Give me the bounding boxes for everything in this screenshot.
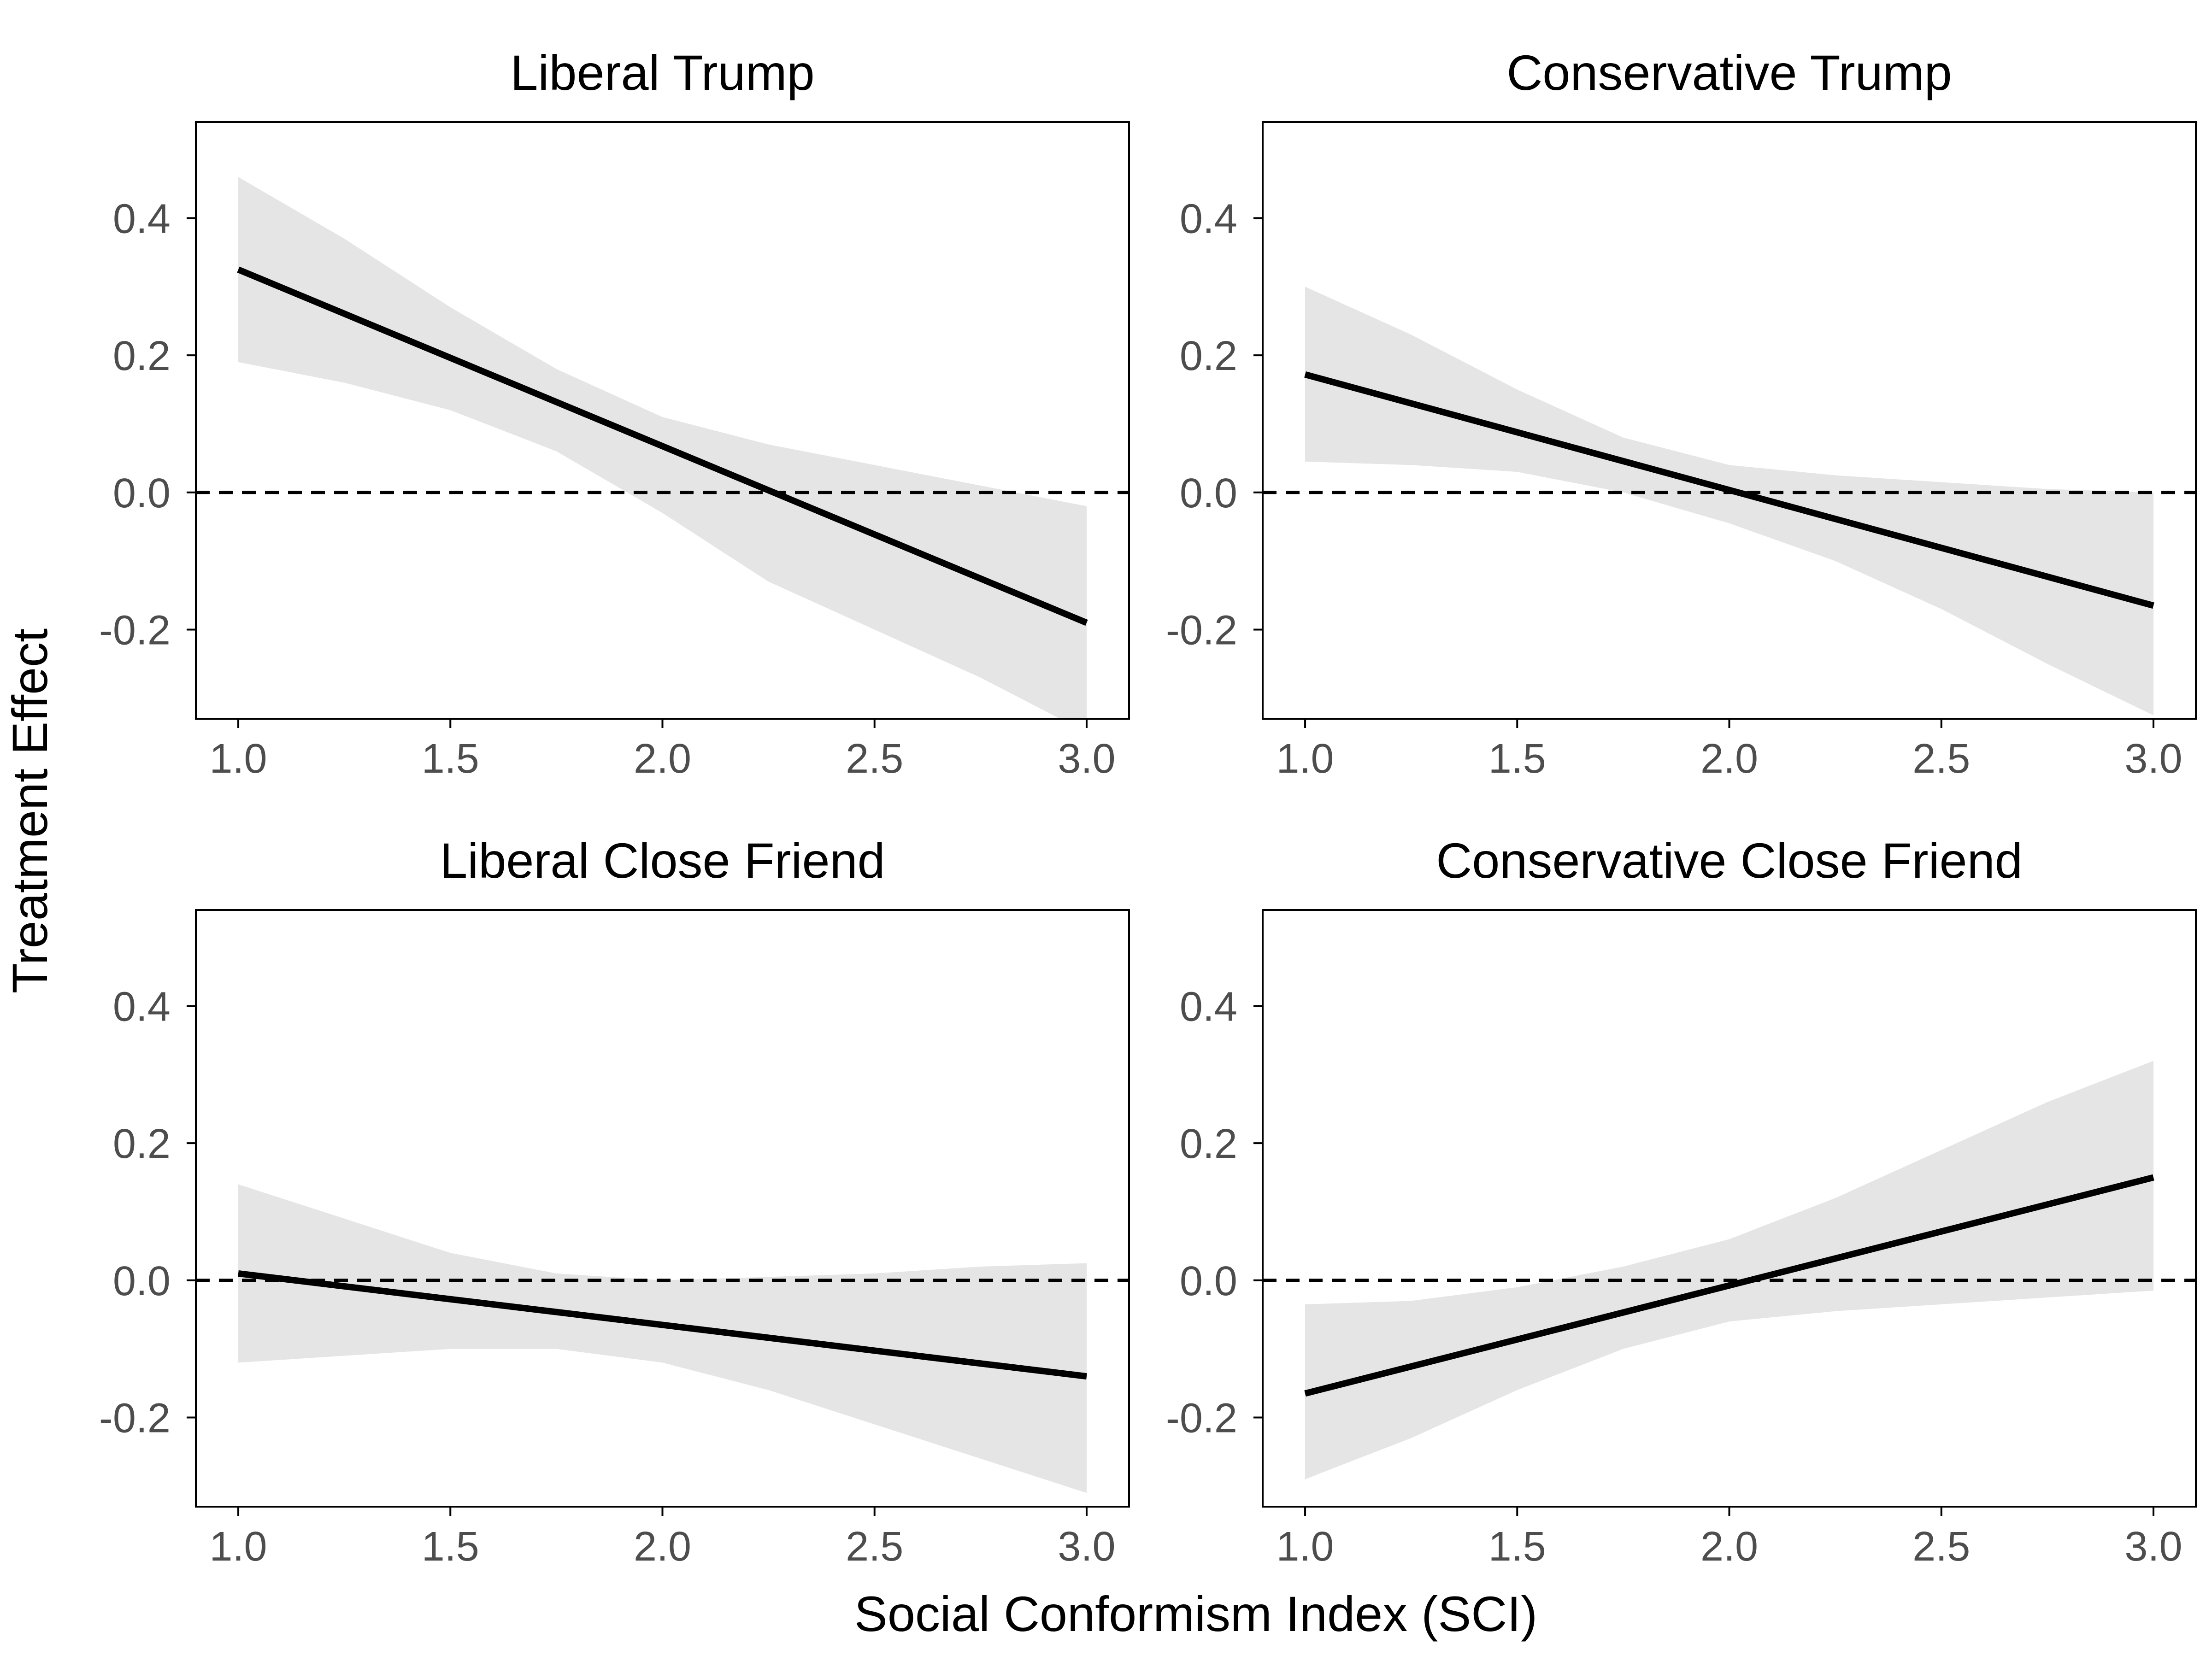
panels: Liberal Trump 1.0 1.5 2.0 2.5 3.0 0.4 0.2 0.0 -0.… [99, 45, 2197, 1570]
panel-liberal-close-friend-confidence-band [238, 1184, 1087, 1493]
panel-conservative-trump-y-tick-label: 0.2 [1180, 333, 1237, 379]
panel-liberal-trump-title: Liberal Trump [510, 45, 814, 100]
panel-conservative-trump-confidence-band [1305, 287, 2153, 716]
panel-liberal-close-friend-title: Liberal Close Friend [440, 833, 885, 888]
x-axis-title: Social Conformism Index (SCI) [854, 1586, 1537, 1642]
panel-conservative-trump-effect-line [1304, 371, 2154, 609]
panel-conservative-close-friend-y-tick-label: 0.4 [1180, 984, 1237, 1030]
panel-liberal-trump: Liberal Trump 1.0 1.5 2.0 2.5 3.0 0.4 0.2 0.0 -0.… [99, 45, 1130, 782]
panel-conservative-close-friend-x-tick-label: 2.5 [1912, 1524, 1970, 1570]
panel-conservative-close-friend: Conservative Close Friend 1.0 1.5 2.0 2.5 3.0… [1166, 833, 2197, 1570]
panel-liberal-close-friend-y-tick-label: 0.0 [113, 1258, 171, 1304]
panel-conservative-close-friend-x-tick-label: 1.5 [1488, 1524, 1546, 1570]
panel-liberal-trump-x-tick-label: 1.0 [209, 736, 267, 782]
panel-liberal-trump-plot-area [196, 177, 1129, 719]
panel-conservative-trump-x-tick-label: 1.5 [1488, 736, 1546, 782]
panel-conservative-trump-y-tick-label: -0.2 [1166, 607, 1237, 653]
panel-liberal-close-friend-y-tick-label: 0.4 [113, 984, 171, 1030]
panel-conservative-close-friend-x-tick-label: 1.0 [1276, 1524, 1334, 1570]
panel-conservative-close-friend-x-tick-label: 3.0 [2124, 1524, 2182, 1570]
panel-liberal-close-friend-effect-line [238, 1270, 1087, 1380]
panel-conservative-trump-x-tick-label: 2.0 [1700, 736, 1758, 782]
panel-conservative-trump: Conservative Trump 1.0 1.5 2.0 2.5 3.0 0.4 0.2 0… [1166, 45, 2197, 782]
panel-liberal-close-friend-y-tick-label: -0.2 [99, 1395, 171, 1441]
panel-liberal-trump-x-tick-label: 1.5 [422, 736, 479, 782]
panel-conservative-trump-x-tick-label: 1.0 [1276, 736, 1334, 782]
panel-liberal-trump-y-tick-label: -0.2 [99, 607, 171, 653]
panel-conservative-close-friend-x-tick-label: 2.0 [1700, 1524, 1758, 1570]
panel-liberal-close-friend-x-tick-label: 2.0 [634, 1524, 691, 1570]
panel-conservative-trump-x-tick-label: 3.0 [2124, 736, 2182, 782]
panel-liberal-trump-effect-line [237, 266, 1088, 626]
panel-conservative-close-friend-y-tick-label: 0.2 [1180, 1121, 1237, 1167]
panel-conservative-trump-x-tick-label: 2.5 [1912, 736, 1970, 782]
panel-conservative-close-friend-effect-line [1304, 1174, 2154, 1397]
panel-conservative-trump-plot-area [1263, 287, 2196, 716]
panel-conservative-close-friend-plot-area [1263, 1061, 2196, 1479]
panel-liberal-close-friend: Liberal Close Friend 1.0 1.5 2.0 2.5 3.0 0.4 0.… [99, 833, 1130, 1570]
panel-conservative-close-friend-title: Conservative Close Friend [1436, 833, 2023, 888]
panel-liberal-close-friend-x-tick-label: 2.5 [846, 1524, 903, 1570]
panel-conservative-close-friend-confidence-band [1305, 1061, 2153, 1479]
panel-liberal-close-friend-x-tick-label: 1.0 [209, 1524, 267, 1570]
panel-liberal-trump-x-tick-label: 2.5 [846, 736, 903, 782]
panel-liberal-trump-y-tick-label: 0.0 [113, 470, 171, 516]
panel-conservative-trump-title: Conservative Trump [1506, 45, 1952, 100]
panel-liberal-close-friend-plot-area [196, 1184, 1129, 1493]
panel-liberal-close-friend-x-tick-label: 1.5 [422, 1524, 479, 1570]
panel-liberal-trump-y-tick-label: 0.4 [113, 196, 171, 242]
panel-liberal-trump-x-tick-label: 3.0 [1058, 736, 1115, 782]
panel-liberal-trump-x-tick-label: 2.0 [634, 736, 691, 782]
panel-liberal-close-friend-y-tick-label: 0.2 [113, 1121, 171, 1167]
y-axis-title: Treatment Effect [2, 628, 58, 993]
panel-conservative-close-friend-y-tick-label: 0.0 [1180, 1258, 1237, 1304]
panel-conservative-close-friend-y-tick-label: -0.2 [1166, 1395, 1237, 1441]
panel-liberal-trump-y-tick-label: 0.2 [113, 333, 171, 379]
panel-liberal-close-friend-x-tick-label: 3.0 [1058, 1524, 1115, 1570]
panel-conservative-trump-y-tick-label: 0.4 [1180, 196, 1237, 242]
panel-conservative-trump-y-tick-label: 0.0 [1180, 470, 1237, 516]
